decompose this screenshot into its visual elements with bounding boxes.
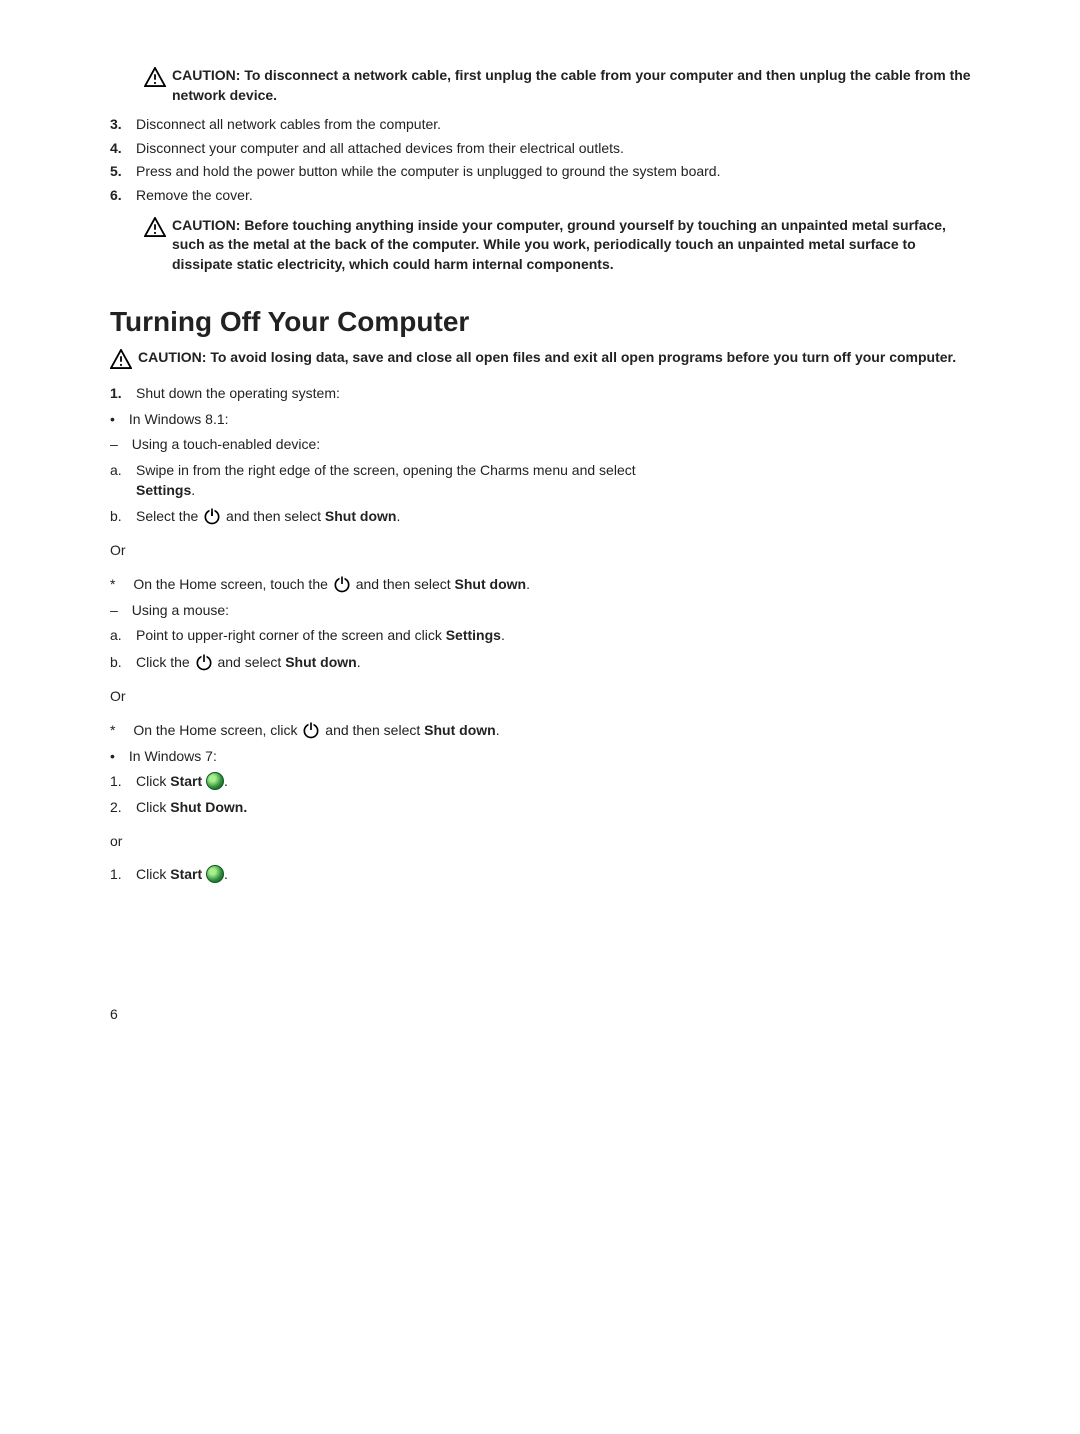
windows-start-icon: [206, 865, 224, 883]
mouse-step-a: a.Point to upper-right corner of the scr…: [110, 626, 980, 646]
bullet-win81: In Windows 8.1:: [110, 410, 980, 430]
dash-mouse: Using a mouse:: [110, 601, 980, 621]
step-4: 4.Disconnect your computer and all attac…: [110, 139, 980, 159]
or-text-lower: or: [110, 832, 980, 852]
mouse-star: On the Home screen, click and then selec…: [110, 720, 980, 741]
caution-text: CAUTION: To avoid losing data, save and …: [138, 348, 956, 368]
win7-step-2: 2.Click Shut Down.: [110, 798, 980, 818]
mouse-step-b: b.Click the and select Shut down.: [110, 652, 980, 673]
caution-save-data: CAUTION: To avoid losing data, save and …: [110, 348, 980, 375]
page-number: 6: [110, 1005, 980, 1025]
step-6: 6.Remove the cover.: [110, 186, 980, 206]
section-heading: Turning Off Your Computer: [110, 302, 980, 341]
step-text: Disconnect all network cables from the c…: [136, 116, 441, 132]
caution-text: CAUTION: Before touching anything inside…: [172, 216, 980, 275]
win7-step-1-again: 1.Click Start .: [110, 865, 980, 885]
power-icon: [301, 722, 321, 738]
or-text: Or: [110, 687, 980, 707]
step-1: 1.Shut down the operating system:: [110, 384, 980, 404]
bullet-win7: In Windows 7:: [110, 747, 980, 767]
step-text: Disconnect your computer and all attache…: [136, 140, 624, 156]
or-text: Or: [110, 541, 980, 561]
caution-text: CAUTION: To disconnect a network cable, …: [172, 66, 980, 105]
power-icon: [194, 654, 214, 670]
dash-touch: Using a touch-enabled device:: [110, 435, 980, 455]
warning-triangle-icon: [110, 349, 132, 375]
step-3: 3.Disconnect all network cables from the…: [110, 115, 980, 135]
windows-start-icon: [206, 772, 224, 790]
caution-ground: CAUTION: Before touching anything inside…: [144, 216, 980, 275]
step-5: 5.Press and hold the power button while …: [110, 162, 980, 182]
step-text: Press and hold the power button while th…: [136, 163, 720, 179]
touch-star: On the Home screen, touch the and then s…: [110, 574, 980, 595]
power-icon: [332, 576, 352, 592]
steps-list: 3.Disconnect all network cables from the…: [110, 115, 980, 205]
win7-step-1: 1.Click Start .: [110, 772, 980, 792]
touch-step-b: b.Select the and then select Shut down.: [110, 506, 980, 527]
step-text: Shut down the operating system:: [136, 385, 340, 401]
warning-triangle-icon: [144, 217, 166, 243]
power-icon: [202, 508, 222, 524]
step-text: Remove the cover.: [136, 187, 253, 203]
touch-step-a: a.Swipe in from the right edge of the sc…: [110, 461, 980, 500]
warning-triangle-icon: [144, 67, 166, 93]
caution-disconnect-cable: CAUTION: To disconnect a network cable, …: [144, 66, 980, 105]
